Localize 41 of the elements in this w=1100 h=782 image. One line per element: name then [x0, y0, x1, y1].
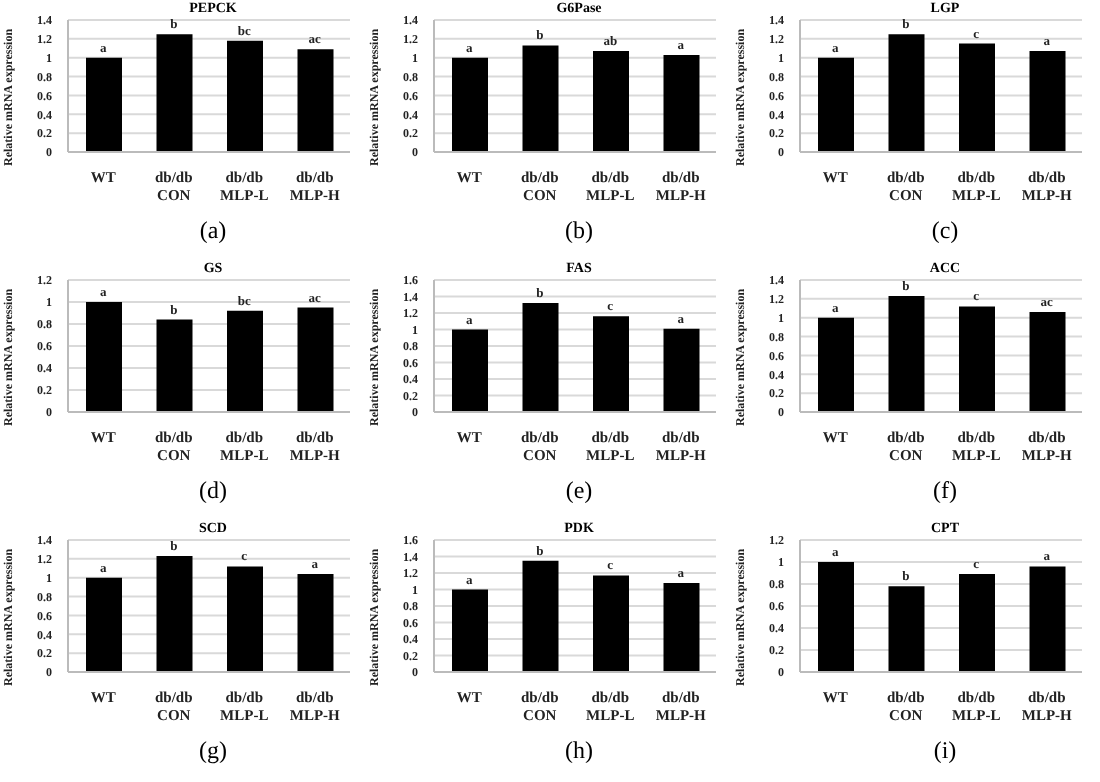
bar	[227, 310, 263, 412]
bar	[156, 34, 193, 152]
text: (a)	[197, 216, 229, 244]
text: (i)	[931, 736, 959, 764]
bar	[156, 556, 193, 672]
bar	[227, 566, 263, 672]
text: (e)	[563, 476, 595, 504]
bar	[888, 296, 925, 412]
text: (b)	[563, 216, 595, 244]
bar	[86, 577, 122, 672]
bar	[888, 586, 925, 672]
bar	[818, 562, 854, 672]
bar	[227, 40, 263, 152]
text: (d)	[197, 476, 229, 504]
text: (f)	[931, 476, 959, 504]
bar	[593, 575, 629, 672]
bar	[663, 582, 700, 672]
bar	[888, 34, 925, 152]
bar	[959, 306, 995, 412]
bar	[1029, 51, 1066, 152]
bar	[818, 317, 854, 412]
bar	[156, 319, 193, 412]
bar	[959, 43, 995, 152]
bar	[452, 589, 488, 672]
bar	[452, 329, 488, 412]
text: (c)	[929, 216, 961, 244]
text: (g)	[197, 736, 229, 764]
bar	[1029, 566, 1066, 672]
bar	[297, 573, 334, 672]
bar	[818, 57, 854, 152]
bar	[297, 49, 334, 152]
text: (h)	[563, 736, 595, 764]
bar	[86, 57, 122, 152]
bar	[522, 560, 559, 672]
bar	[297, 307, 334, 412]
bar	[593, 316, 629, 412]
bar	[86, 302, 122, 412]
bar	[522, 303, 559, 412]
bar	[663, 328, 700, 412]
bar	[1029, 312, 1066, 412]
bar	[959, 574, 995, 672]
